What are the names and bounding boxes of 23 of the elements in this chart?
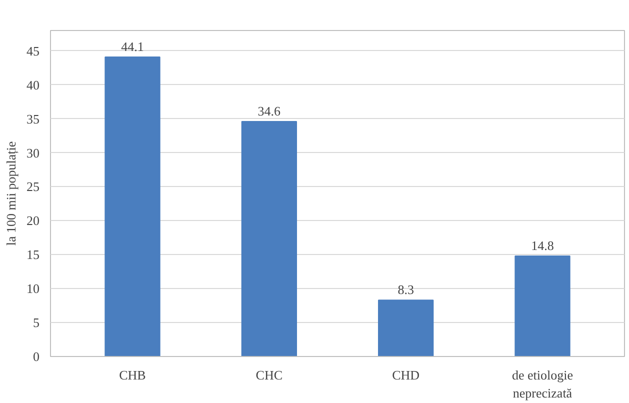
bar [104,56,160,356]
y-tick-label: 25 [26,179,40,194]
data-label: 34.6 [258,104,282,119]
bar [514,255,570,356]
x-tick-label: de etiologie neprecizată [512,368,574,400]
data-label: 44.1 [121,38,144,54]
x-tick-label: CHB [119,368,146,382]
y-tick-label: 20 [26,213,40,228]
data-label: 14.8 [531,238,554,253]
y-tick-label: 40 [26,77,40,92]
y-tick-label: 35 [26,111,40,126]
x-tick-label: CHC [256,368,283,382]
y-tick-label: 15 [26,247,40,262]
y-tick-label: 30 [26,145,40,160]
bar [241,121,297,356]
data-label: 8.3 [398,282,414,298]
y-axis-title: la 100 mii populație [4,141,18,246]
y-tick-label: 5 [33,315,40,330]
bar [378,300,434,356]
y-tick-label: 10 [26,281,40,296]
y-tick-label: 45 [26,43,40,58]
x-tick-label: CHD [392,368,420,382]
y-tick-label: 0 [33,349,40,364]
